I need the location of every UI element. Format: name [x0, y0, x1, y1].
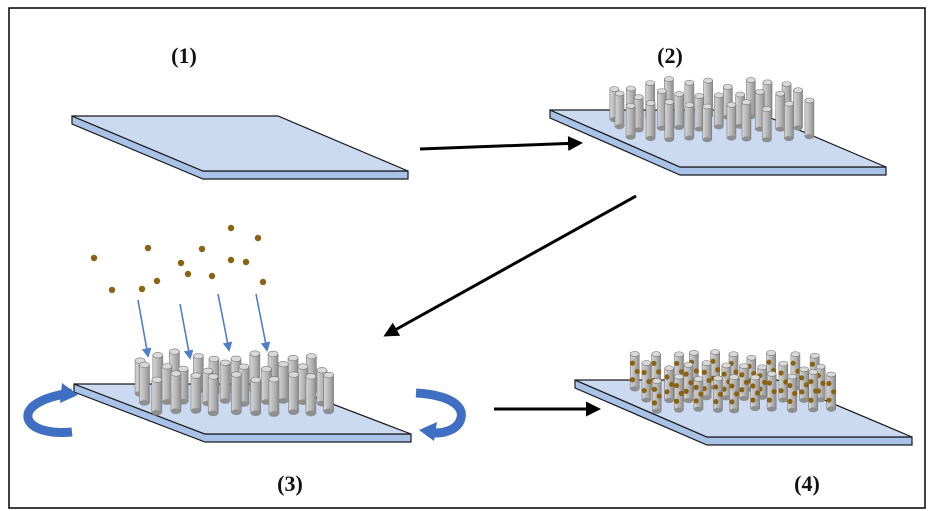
rod-13	[674, 91, 684, 131]
rod-22	[684, 102, 695, 141]
deposition-arrow-0-icon	[137, 299, 152, 358]
particle-12	[227, 256, 235, 264]
rod-14	[161, 363, 173, 405]
rod-14	[793, 87, 803, 131]
rotation-arrow-right-icon	[415, 388, 466, 441]
rod-29	[761, 106, 772, 143]
process-arrow-2-to-3-icon	[383, 194, 637, 337]
coated-rod-22	[766, 371, 777, 412]
step-label-4: (4)	[794, 471, 820, 496]
particle-13	[259, 278, 267, 286]
substrates	[71, 109, 913, 446]
coated-rod-27	[787, 373, 798, 413]
process-arrow-1-to-2-icon	[419, 135, 583, 151]
rod-17	[202, 367, 214, 407]
particle-7	[108, 286, 116, 294]
rod-28	[305, 373, 317, 417]
coated-nanorods-step-4	[629, 349, 837, 414]
rod-25	[784, 100, 794, 142]
coated-rod-24	[808, 369, 819, 413]
coated-rod-4	[629, 351, 640, 392]
rod-18	[775, 90, 786, 132]
coated-rod-20	[750, 374, 761, 412]
deposition-particles	[90, 224, 267, 294]
rod-24	[231, 371, 242, 416]
rotation-arrow-left-icon	[23, 383, 78, 437]
particle-0	[90, 254, 98, 262]
rod-29	[268, 376, 280, 417]
coated-rod-26	[713, 375, 724, 413]
coated-rod-17	[799, 366, 810, 403]
particle-3	[198, 245, 206, 253]
substrate-step-1-icon	[71, 115, 409, 180]
rod-19	[633, 94, 644, 133]
coated-rod-29	[651, 378, 662, 414]
rod-22	[323, 371, 334, 415]
particle-1	[144, 244, 152, 252]
coated-rod-28	[729, 374, 740, 414]
coated-rod-11	[701, 360, 712, 401]
coated-rod-21	[826, 371, 837, 412]
coated-rod-18	[664, 365, 675, 404]
rod-20	[804, 97, 815, 140]
step-label-2: (2)	[657, 43, 683, 68]
deposition-arrow-2-icon	[217, 293, 233, 352]
rod-25	[151, 376, 163, 416]
rod-27	[664, 99, 675, 143]
rod-11	[614, 90, 625, 130]
particle-6	[242, 258, 250, 266]
coated-rod-15	[778, 360, 789, 403]
rod-26	[250, 376, 262, 417]
rod-10	[278, 361, 289, 404]
figure-frame	[8, 7, 926, 509]
coated-rod-25	[673, 373, 684, 413]
particle-9	[153, 277, 161, 285]
rod-12	[714, 92, 724, 130]
step-label-1: (1)	[171, 43, 197, 68]
coated-rod-13	[739, 363, 750, 402]
nanorods-step-2	[609, 76, 815, 143]
rod-27	[207, 373, 219, 417]
coated-rod-19	[683, 362, 694, 404]
rod-28	[702, 103, 713, 143]
rod-21	[170, 370, 182, 415]
coated-rod-16	[641, 360, 652, 403]
rod-23	[726, 101, 737, 141]
rod-19	[238, 363, 250, 407]
deposition-arrow-1-icon	[179, 303, 194, 360]
rod-16	[694, 93, 705, 132]
nanorods-step-3	[134, 348, 334, 417]
particle-5	[254, 234, 262, 242]
rod-11	[219, 359, 231, 404]
rod-24	[645, 100, 656, 142]
rod-16	[139, 361, 150, 406]
rod-23	[288, 371, 299, 415]
deposition-arrow-3-icon	[255, 293, 271, 352]
rod-21	[625, 103, 636, 140]
coated-rod-23	[693, 376, 704, 412]
deposition-arrows	[137, 293, 271, 360]
rod-13	[261, 365, 272, 405]
particle-2	[177, 259, 185, 267]
rod-26	[741, 99, 752, 142]
particle-11	[208, 272, 216, 280]
rod-20	[190, 372, 202, 414]
particle-8	[138, 285, 146, 293]
particle-10	[184, 270, 192, 278]
step-label-3: (3)	[277, 471, 303, 496]
particle-4	[227, 224, 235, 232]
